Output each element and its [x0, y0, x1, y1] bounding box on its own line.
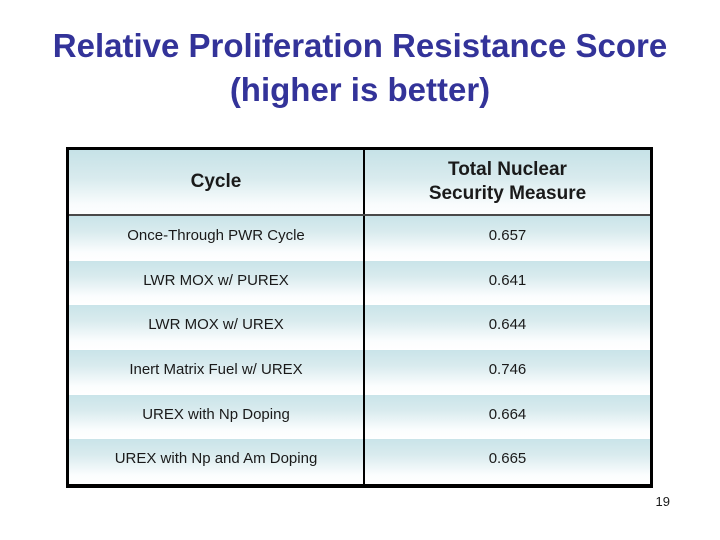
column-header-measure-line2: Security Measure: [428, 183, 587, 204]
table-row: UREX with Np and Am Doping 0.665: [69, 439, 650, 485]
slide-title: Relative Proliferation Resistance Score …: [0, 24, 720, 112]
table-row: UREX with Np Doping 0.664: [69, 394, 650, 440]
column-header-measure: Total Nuclear Security Measure: [365, 150, 650, 214]
cycle-cell: Inert Matrix Fuel w/ UREX: [69, 350, 365, 395]
resistance-score-table: Cycle Total Nuclear Security Measure Onc…: [66, 147, 653, 488]
value-cell: 0.641: [488, 271, 527, 289]
column-header-measure-line1: Total Nuclear: [448, 159, 567, 180]
table-row: Inert Matrix Fuel w/ UREX 0.746: [69, 350, 650, 395]
table-row: LWR MOX w/ UREX 0.644: [69, 305, 650, 351]
slide-title-line2: (higher is better): [229, 71, 491, 108]
table-header-row: Cycle Total Nuclear Security Measure: [69, 150, 650, 216]
value-cell: 0.644: [488, 316, 527, 334]
value-cell: 0.746: [488, 360, 527, 378]
cycle-cell: UREX with Np Doping: [69, 394, 365, 440]
table-row: LWR MOX w/ PUREX 0.641: [69, 260, 650, 306]
page-number: 19: [655, 494, 670, 509]
value-cell: 0.657: [488, 226, 527, 244]
cycle-cell: Once-Through PWR Cycle: [69, 216, 365, 261]
cycle-cell: LWR MOX w/ UREX: [69, 305, 365, 351]
column-header-cycle: Cycle: [69, 150, 365, 214]
cycle-cell: LWR MOX w/ PUREX: [69, 260, 365, 306]
cycle-cell: UREX with Np and Am Doping: [69, 439, 365, 485]
slide-title-line1: Relative Proliferation Resistance Score: [52, 27, 668, 64]
table-row: Once-Through PWR Cycle 0.657: [69, 216, 650, 261]
value-cell: 0.665: [488, 450, 527, 468]
value-cell: 0.664: [488, 405, 527, 423]
